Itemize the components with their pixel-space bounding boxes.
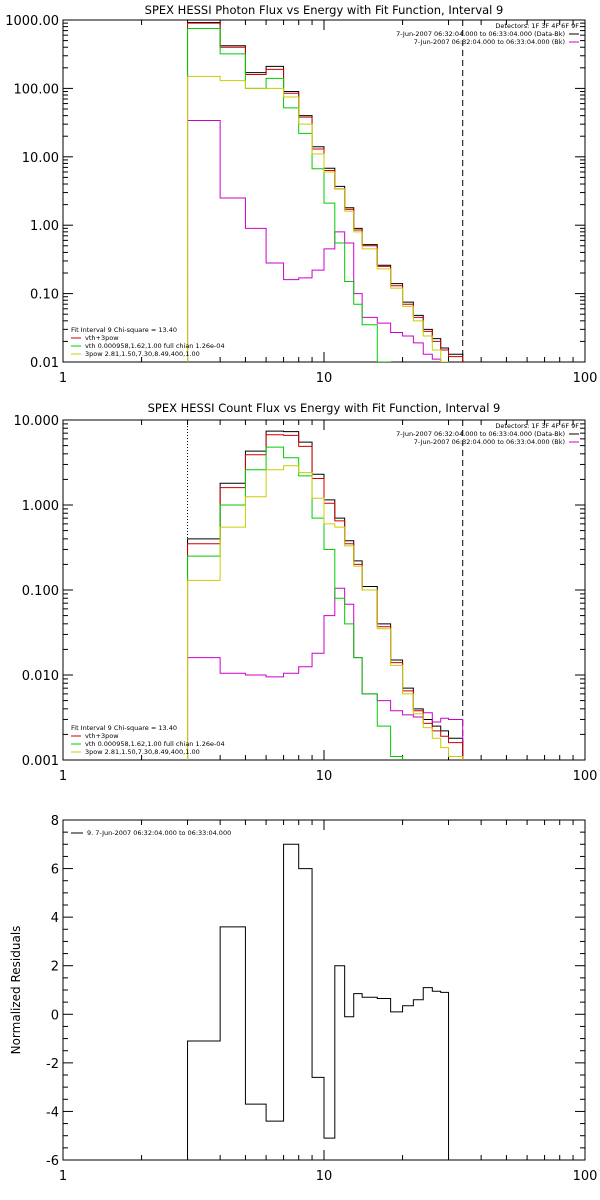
y-tick-label: 0.010 — [22, 669, 59, 684]
legend-entry: Fit Interval 9 Chi-square = 13.40 — [71, 724, 177, 732]
y-tick-label: 1000.00 — [5, 14, 59, 29]
chart-panel-2: SPEX HESSI Count Flux vs Energy with Fit… — [14, 401, 598, 784]
x-tick-label: 100 — [573, 371, 598, 386]
series-line-9-7-jun-2007-06-32-04-000-to-06-33-04-000 — [187, 843, 464, 1160]
series-line-data-bk — [187, 430, 464, 760]
y-tick-label: 8 — [51, 814, 59, 829]
x-tick-label: 10 — [316, 769, 333, 784]
y-tick-label: 1.000 — [22, 499, 59, 514]
y-tick-label: 0 — [51, 1008, 59, 1023]
series-line-data-bk — [187, 21, 464, 362]
legend-entry: Fit Interval 9 Chi-square = 13.40 — [71, 326, 177, 334]
y-tick-label: 0.100 — [22, 584, 59, 599]
chart-title: SPEX HESSI Count Flux vs Energy with Fit… — [148, 401, 501, 415]
series-line-3pow — [187, 465, 464, 760]
y-tick-label: 100.00 — [14, 82, 60, 97]
legend-entry: 3pow 2.81,1.50,7.30,8.49,400,1.00 — [85, 350, 200, 358]
legend-entry: vth+3pow — [85, 334, 119, 342]
chart-panel-3: Normalized Residuals 1 10 100 -6 -4 -2 0 2 4 6 8 9. … — [9, 814, 597, 1184]
x-tick-label: 1 — [59, 371, 67, 386]
y-tick-label: -4 — [46, 1105, 59, 1120]
x-tick-label: 1 — [59, 769, 67, 784]
chart-panel-1: SPEX HESSI Photon Flux vs Energy with Fi… — [5, 3, 597, 386]
y-tick-label: 0.01 — [30, 356, 59, 371]
series-line-vth — [187, 28, 392, 362]
legend-entry: 9. 7-Jun-2007 06:32:04.000 to 06:33:04.0… — [87, 829, 231, 837]
x-tick-label: 10 — [316, 371, 333, 386]
legend-entry: vth 0.000958,1.62,1.00 full chian 1.26e-… — [85, 740, 225, 748]
series-group — [187, 843, 464, 1160]
legend-entry: 7-Jun-2007 06:32:04.000 to 06:33:04.000 … — [414, 38, 565, 46]
y-tick-label: 10.000 — [14, 414, 60, 429]
chart-title: SPEX HESSI Photon Flux vs Energy with Fi… — [145, 3, 504, 17]
x-tick-label: 100 — [573, 1169, 598, 1184]
legend-entry: 3pow 2.81,1.50,7.30,8.49,400,1.00 — [85, 748, 200, 756]
x-tick-label: 10 — [316, 1169, 333, 1184]
y-tick-label: -2 — [46, 1057, 59, 1072]
x-tick-label: 100 — [573, 769, 598, 784]
y-axis-label: Normalized Residuals — [9, 926, 23, 1055]
plot-frame — [62, 419, 586, 761]
series-line-vth — [187, 446, 404, 760]
series-line-3pow — [187, 75, 450, 362]
y-tick-label: 4 — [51, 911, 59, 926]
y-tick-label: 10.00 — [22, 151, 59, 166]
legend-entry: vth 0.000958,1.62,1.00 full chian 1.26e-… — [85, 342, 225, 350]
y-tick-label: 0.001 — [22, 754, 59, 769]
legend-entry: vth+3pow — [85, 732, 119, 740]
y-tick-label: 6 — [51, 863, 59, 878]
y-tick-label: 2 — [51, 960, 59, 975]
series-line-bk — [187, 587, 464, 760]
series-group — [187, 21, 464, 362]
y-tick-label: 0.10 — [30, 288, 59, 303]
legend-entry: Detectors: 1F 3F 4F 6F 9F — [495, 22, 579, 30]
legend-entry: 7-Jun-2007 06:32:04.000 to 06:33:04.000 … — [396, 430, 565, 438]
series-group — [187, 430, 464, 760]
series-line-vth-3pow — [187, 434, 464, 760]
legend-entry: 7-Jun-2007 06:32:04.000 to 06:33:04.000 … — [396, 30, 565, 38]
y-tick-label: 1.00 — [30, 219, 59, 234]
legend-entry: 7-Jun-2007 06:32:04.000 to 06:33:04.000 … — [414, 438, 565, 446]
series-line-bk — [187, 119, 450, 362]
x-tick-label: 1 — [59, 1169, 67, 1184]
y-tick-label: -6 — [46, 1154, 59, 1169]
legend-entry: Detectors: 1F 3F 4F 6F 9F — [495, 422, 579, 430]
